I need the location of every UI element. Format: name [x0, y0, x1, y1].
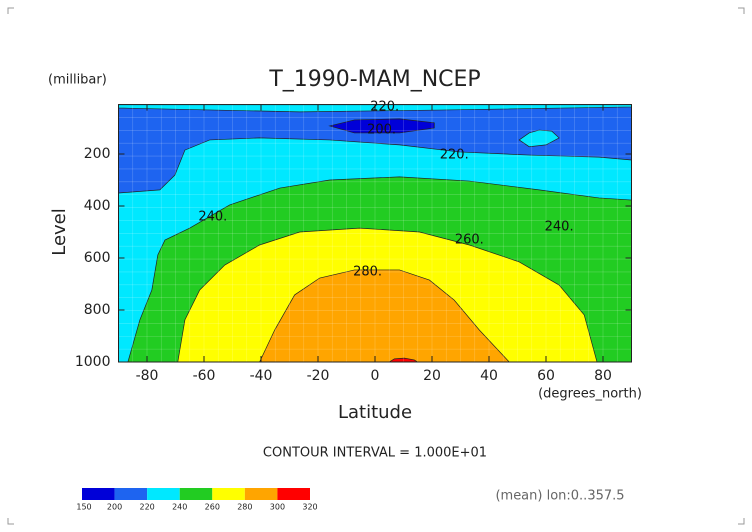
- x-tick-label: 40: [480, 368, 498, 384]
- contour-label: 240.: [545, 220, 574, 235]
- note: (mean) lon:0..357.5: [495, 489, 624, 504]
- x-tick-label: -60: [193, 368, 216, 384]
- x-unit: (degrees_north): [538, 387, 642, 402]
- x-tick-label: 80: [594, 368, 612, 384]
- colorbar-swatch: [244, 488, 278, 500]
- colorbar-label: 150: [76, 503, 91, 512]
- y-tick-label: 600: [84, 250, 111, 266]
- colorbar-swatch: [179, 488, 213, 500]
- contour-region: [518, 129, 560, 148]
- y-tick-label: 400: [84, 198, 111, 214]
- colorbar-swatch: [114, 488, 148, 500]
- y-tick-label: 200: [84, 146, 111, 162]
- contour-interval: CONTOUR INTERVAL = 1.000E+01: [263, 446, 487, 461]
- contour-label: 240.: [198, 209, 227, 224]
- colorbar-label: 280: [237, 503, 252, 512]
- contour-region: [328, 118, 435, 134]
- x-tick-label: -80: [136, 368, 159, 384]
- contour-label: 220.: [440, 148, 469, 163]
- contour-region: [259, 269, 511, 363]
- colorbar-label: 320: [302, 503, 317, 512]
- contour-label: 220.: [370, 99, 399, 114]
- contour-label: 260.: [455, 233, 484, 248]
- x-tick-label: -40: [250, 368, 273, 384]
- colorbar-label: 240: [172, 503, 187, 512]
- x-tick-label: 0: [371, 368, 380, 384]
- colorbar-label: 220: [140, 503, 155, 512]
- x-tick-label: -20: [307, 368, 330, 384]
- y-axis-label: Level: [49, 208, 70, 256]
- colorbar-swatch: [147, 488, 180, 500]
- y-tick-label: 1000: [75, 354, 111, 370]
- colorbar-label: 200: [107, 503, 122, 512]
- colorbar-label: 260: [205, 503, 220, 512]
- contour-label: 200.: [367, 123, 396, 138]
- x-axis-label: Latitude: [338, 402, 412, 423]
- colorbar-swatch: [277, 488, 310, 500]
- y-unit: (millibar): [48, 73, 107, 88]
- colorbar-swatch: [212, 488, 245, 500]
- colorbar-label: 300: [270, 503, 285, 512]
- x-tick-label: 20: [423, 368, 441, 384]
- contour-label: 280.: [353, 265, 382, 280]
- crop-marks: [7, 7, 745, 525]
- x-tick-label: 60: [537, 368, 555, 384]
- colorbar-swatch: [82, 488, 115, 500]
- chart-title: T_1990-MAM_NCEP: [268, 67, 480, 92]
- y-tick-label: 800: [84, 302, 111, 318]
